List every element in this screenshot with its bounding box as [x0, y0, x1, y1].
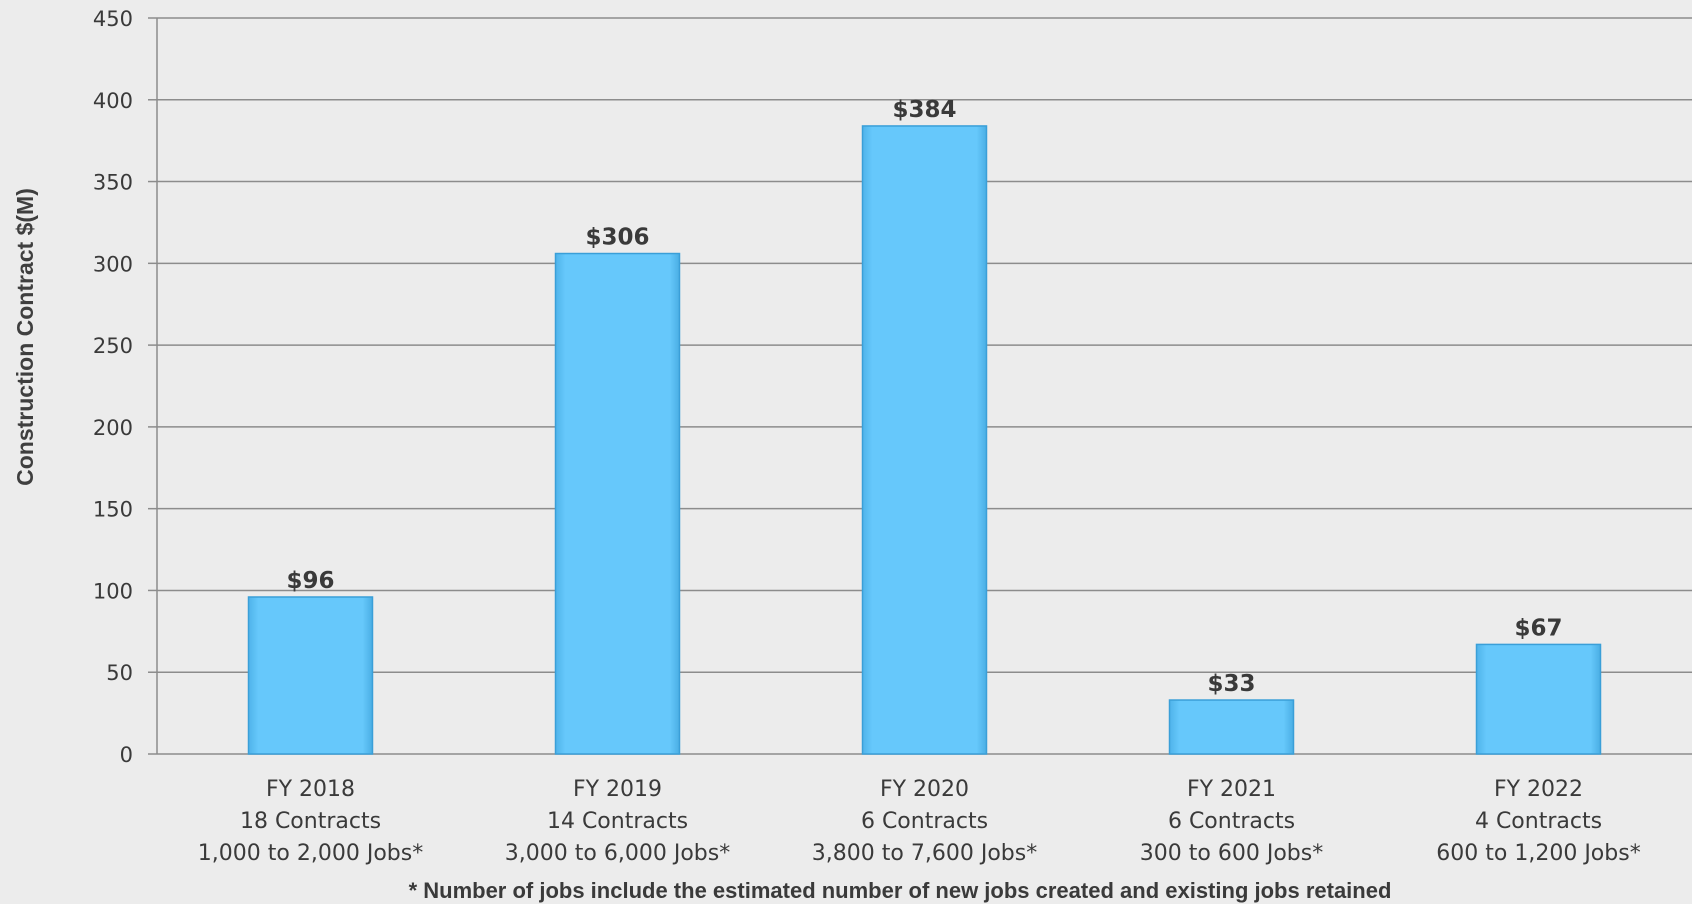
bar	[1475, 643, 1602, 755]
y-axis-title: Construction Contract $(M)	[12, 188, 38, 486]
bar	[861, 125, 988, 755]
y-tick-label: 150	[93, 498, 133, 522]
data-label: $306	[585, 225, 649, 251]
x-category-label: 300 to 600 Jobs*	[1140, 841, 1323, 866]
y-tick-label: 200	[93, 416, 133, 440]
data-label: $33	[1207, 671, 1255, 697]
bar	[554, 252, 681, 755]
x-category-label: 1,000 to 2,000 Jobs*	[198, 841, 423, 866]
bar	[247, 596, 374, 755]
x-category-label: FY 2019	[573, 777, 662, 802]
x-category-label: 4 Contracts	[1475, 809, 1602, 834]
x-category-label: 14 Contracts	[547, 809, 688, 834]
data-label: $96	[286, 568, 334, 594]
x-category-label: FY 2022	[1494, 777, 1583, 802]
x-category-label: FY 2021	[1187, 777, 1276, 802]
bar	[1168, 699, 1295, 755]
x-category-label: 6 Contracts	[861, 809, 988, 834]
y-tick-label: 100	[93, 579, 133, 603]
x-category-label: 600 to 1,200 Jobs*	[1436, 841, 1640, 866]
y-tick-label: 50	[106, 661, 133, 685]
y-tick-label: 300	[93, 252, 133, 276]
data-label: $67	[1514, 615, 1562, 641]
x-category-label: 6 Contracts	[1168, 809, 1295, 834]
x-category-label: 3,000 to 6,000 Jobs*	[505, 841, 730, 866]
axes	[148, 17, 158, 755]
y-tick-label: 0	[120, 743, 133, 767]
y-tick-label: 400	[93, 89, 133, 113]
data-label: $384	[892, 97, 956, 123]
bars	[247, 125, 1602, 755]
labels: 0 50 100 150 200 250 300 350 400 450 $96 FY 2018 18 …	[93, 7, 1641, 866]
y-tick-label: 350	[93, 171, 133, 195]
footnote: * Number of jobs include the estimated n…	[409, 878, 1392, 903]
x-category-label: 18 Contracts	[240, 809, 381, 834]
y-tick-label: 450	[93, 7, 133, 31]
y-tick-label: 250	[93, 334, 133, 358]
x-category-label: FY 2018	[266, 777, 355, 802]
x-category-label: 3,800 to 7,600 Jobs*	[812, 841, 1037, 866]
x-category-label: FY 2020	[880, 777, 969, 802]
